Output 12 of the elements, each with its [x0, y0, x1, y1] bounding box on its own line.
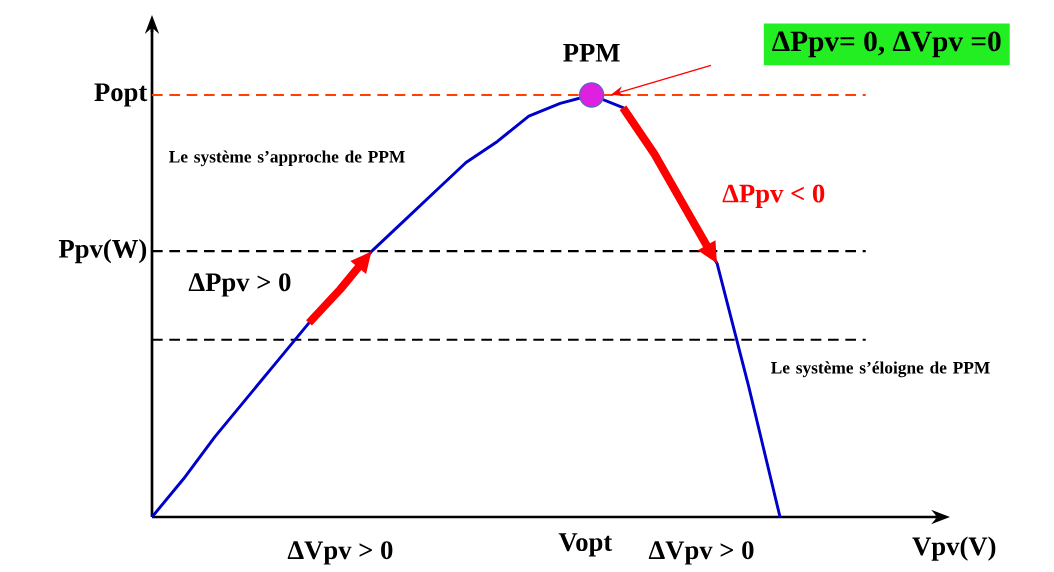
- annotation: Le système s’approche de PPM: [169, 150, 405, 167]
- ref-line-label: Popt: [94, 83, 148, 107]
- text: ΔVpv > 0: [287, 541, 393, 565]
- text: Vopt: [558, 533, 613, 557]
- annotation: ΔPpv > 0: [188, 273, 291, 297]
- text: PPM: [563, 44, 620, 62]
- text: ΔVpv > 0: [648, 541, 754, 565]
- text: ΔPpv= 0, ΔVpv =0: [772, 31, 1001, 58]
- annotation: Le système s’éloigne de PPM: [771, 361, 990, 378]
- annotation: ΔPpv < 0: [722, 184, 825, 208]
- ref-line-label: Ppv(W): [58, 239, 147, 264]
- x-axis-title: Vpv(V): [912, 536, 996, 561]
